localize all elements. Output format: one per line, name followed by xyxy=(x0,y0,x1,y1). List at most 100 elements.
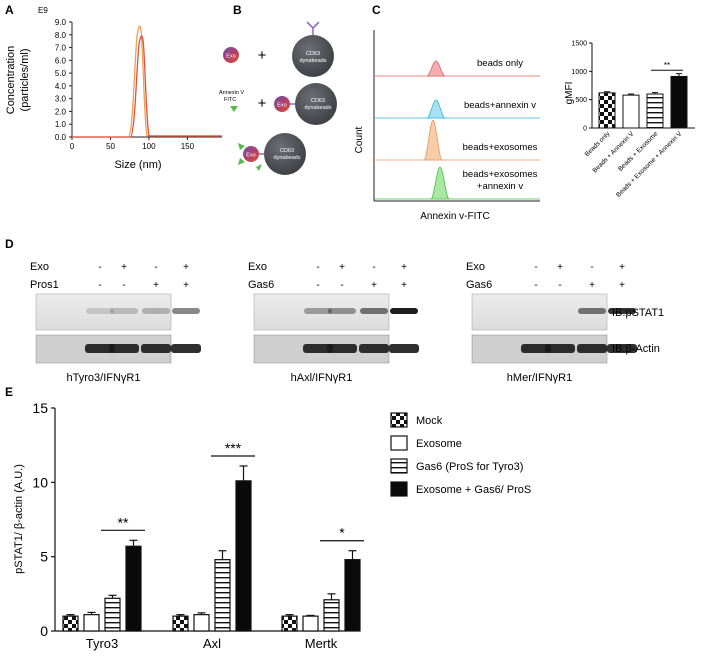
e-bar xyxy=(344,559,361,632)
actin-band xyxy=(327,344,357,353)
flow-track-label: beads+exosomes xyxy=(463,142,538,153)
ib-label-actin: IB:β-Actin xyxy=(612,343,660,355)
e-ytick-label: 15 xyxy=(32,400,48,416)
flow-ylabel: Count xyxy=(354,126,365,153)
gmfi-ytick-label: 1000 xyxy=(571,69,587,76)
flow-tracks: beads only beads+annexin v beads+exosomes b… xyxy=(374,58,540,200)
actin-band xyxy=(359,344,389,353)
gmfi-bar xyxy=(646,93,664,129)
actin-band xyxy=(85,344,115,353)
flow-histogram-peak xyxy=(423,119,443,161)
ib-label-pstat1: IB:pSTAT1 xyxy=(612,307,664,319)
flow-histogram-peak xyxy=(426,99,446,119)
actin-band xyxy=(171,344,201,353)
blot-ligand-sign: + xyxy=(401,280,407,291)
annexin-exosome-bead-complex: Exo CD63 dynabeads xyxy=(238,133,306,175)
pstat1-band xyxy=(172,308,200,314)
bound-annexin-icon-2 xyxy=(238,158,245,165)
actin-band xyxy=(141,344,171,353)
e-bars: 0 5 10 15 Tyro3 ** Axl *** Mertk * xyxy=(32,400,364,651)
pstat1-band xyxy=(142,308,170,314)
e-bar xyxy=(281,615,298,632)
blot-exo-sign: - xyxy=(590,262,593,273)
a-xtick-label: 150 xyxy=(181,142,195,151)
blot-group: Exo Pros1 - + - + - - + + hTyro3/IFNγR1 Exo Gas6 - + - +… xyxy=(30,261,637,384)
a-ytick-label: 4.0 xyxy=(55,82,67,91)
plus-sign-1: + xyxy=(258,47,267,64)
panel-a-curve-1 xyxy=(72,25,222,138)
blot-0: Exo Pros1 - + - + - - + + hTyro3/IFNγR1 xyxy=(30,261,201,384)
plus-sign-2: + xyxy=(258,95,267,112)
blot-row-label-exo: Exo xyxy=(248,261,267,273)
blot-ligand-sign: - xyxy=(316,280,319,291)
panel-a-xlabel: Size (nm) xyxy=(114,159,161,171)
exo-label-1: Exo xyxy=(226,54,235,60)
blot-ligand-sign: + xyxy=(589,280,595,291)
pstat1-band xyxy=(304,308,332,314)
panel-c-flow-histograms: Count Annexin v-FITC beads only beads+ann… xyxy=(354,30,540,222)
e-bar xyxy=(104,597,121,632)
blot-exo-sign: - xyxy=(316,262,319,273)
a-ytick-label: 9.0 xyxy=(55,18,67,27)
panel-a-curve-2 xyxy=(72,35,222,138)
a-ytick-label: 7.0 xyxy=(55,44,67,53)
blot-exo-sign: + xyxy=(339,262,345,273)
flow-track-label: beads+annexin v xyxy=(464,100,536,111)
blot-caption: hAxl/IFNγR1 xyxy=(291,372,353,384)
e-bar xyxy=(193,614,210,632)
e-legend-swatch xyxy=(390,412,408,428)
panel-label-d: D xyxy=(5,237,14,251)
blot-caption: hMer/IFNγR1 xyxy=(507,372,572,384)
a-xtick-label: 50 xyxy=(106,142,115,151)
gmfi-xtick-label: Beads + Annexin V xyxy=(591,130,635,174)
e-bar xyxy=(62,615,79,632)
blot-exo-sign: + xyxy=(557,262,563,273)
e-xtick-label: Mertk xyxy=(305,636,338,651)
blot-ligand-sign: + xyxy=(153,280,159,291)
bound-annexin-icon-1 xyxy=(238,143,245,150)
bead-1-label-line1: CD63 xyxy=(306,51,320,57)
panel-a-y-axis: 0.0 1.0 2.0 3.0 4.0 5.0 6.0 7.0 8.0 9.0 xyxy=(55,18,73,142)
bound-annexin-icon-3 xyxy=(256,164,262,171)
a-xtick-label: 100 xyxy=(142,142,156,151)
e-significance: ** xyxy=(118,514,129,530)
e-xtick-label: Axl xyxy=(203,636,221,651)
e-legend-label: Mock xyxy=(416,415,443,427)
blot-ligand-sign: - xyxy=(558,280,561,291)
a-ytick-label: 6.0 xyxy=(55,56,67,65)
e-ytick-label: 5 xyxy=(40,549,48,565)
pstat1-band xyxy=(390,308,418,314)
annexin-label-line2: FITC xyxy=(224,97,236,103)
flow-xlabel: Annexin v-FITC xyxy=(420,211,489,222)
exosome-bead-complex-1: Exo CD63 dynabeads xyxy=(274,83,337,125)
e-bar xyxy=(302,615,319,632)
panel-a-ylabel-line1: Concentration xyxy=(5,46,17,115)
blot-row-label-exo: Exo xyxy=(466,261,485,273)
blot-row-label-ligand: Pros1 xyxy=(30,279,59,291)
a-ytick-label: 1.0 xyxy=(55,120,67,129)
e-legend-label: Exosome + Gas6/ ProS xyxy=(416,484,531,496)
a-ytick-label: 0.0 xyxy=(55,133,67,142)
blot-ligand-sign: - xyxy=(98,280,101,291)
gmfi-bar xyxy=(622,94,640,129)
annexin-label-line1: Annexin V xyxy=(219,90,244,96)
blot-ligand-sign: - xyxy=(122,280,125,291)
flow-histogram-peak xyxy=(426,60,446,77)
e-xtick-label: Tyro3 xyxy=(86,636,119,651)
actin-band xyxy=(303,344,333,353)
blot-ligand-sign: + xyxy=(371,280,377,291)
bead-2-label-line2: dynabeads xyxy=(305,105,332,111)
bead-1-label-line2: dynabeads xyxy=(300,58,327,64)
e-bar xyxy=(172,615,189,632)
panel-a-x-axis: 0 50 100 150 xyxy=(70,136,222,151)
annexin-v-triangle-icon xyxy=(230,106,238,112)
e-bar xyxy=(83,614,100,632)
panel-a-ylabel-line2: (particles/ml) xyxy=(19,49,31,112)
panel-b-schematic: Exo + CD63 dynabeads Annexin V FITC + Ex… xyxy=(219,21,337,175)
blot-row-label-ligand: Gas6 xyxy=(248,279,274,291)
blot-ligand-sign: - xyxy=(340,280,343,291)
cd63-dynabead-1: CD63 dynabeads xyxy=(292,21,334,77)
blot-exo-sign: - xyxy=(534,262,537,273)
panel-a-exponent: E9 xyxy=(38,6,48,15)
